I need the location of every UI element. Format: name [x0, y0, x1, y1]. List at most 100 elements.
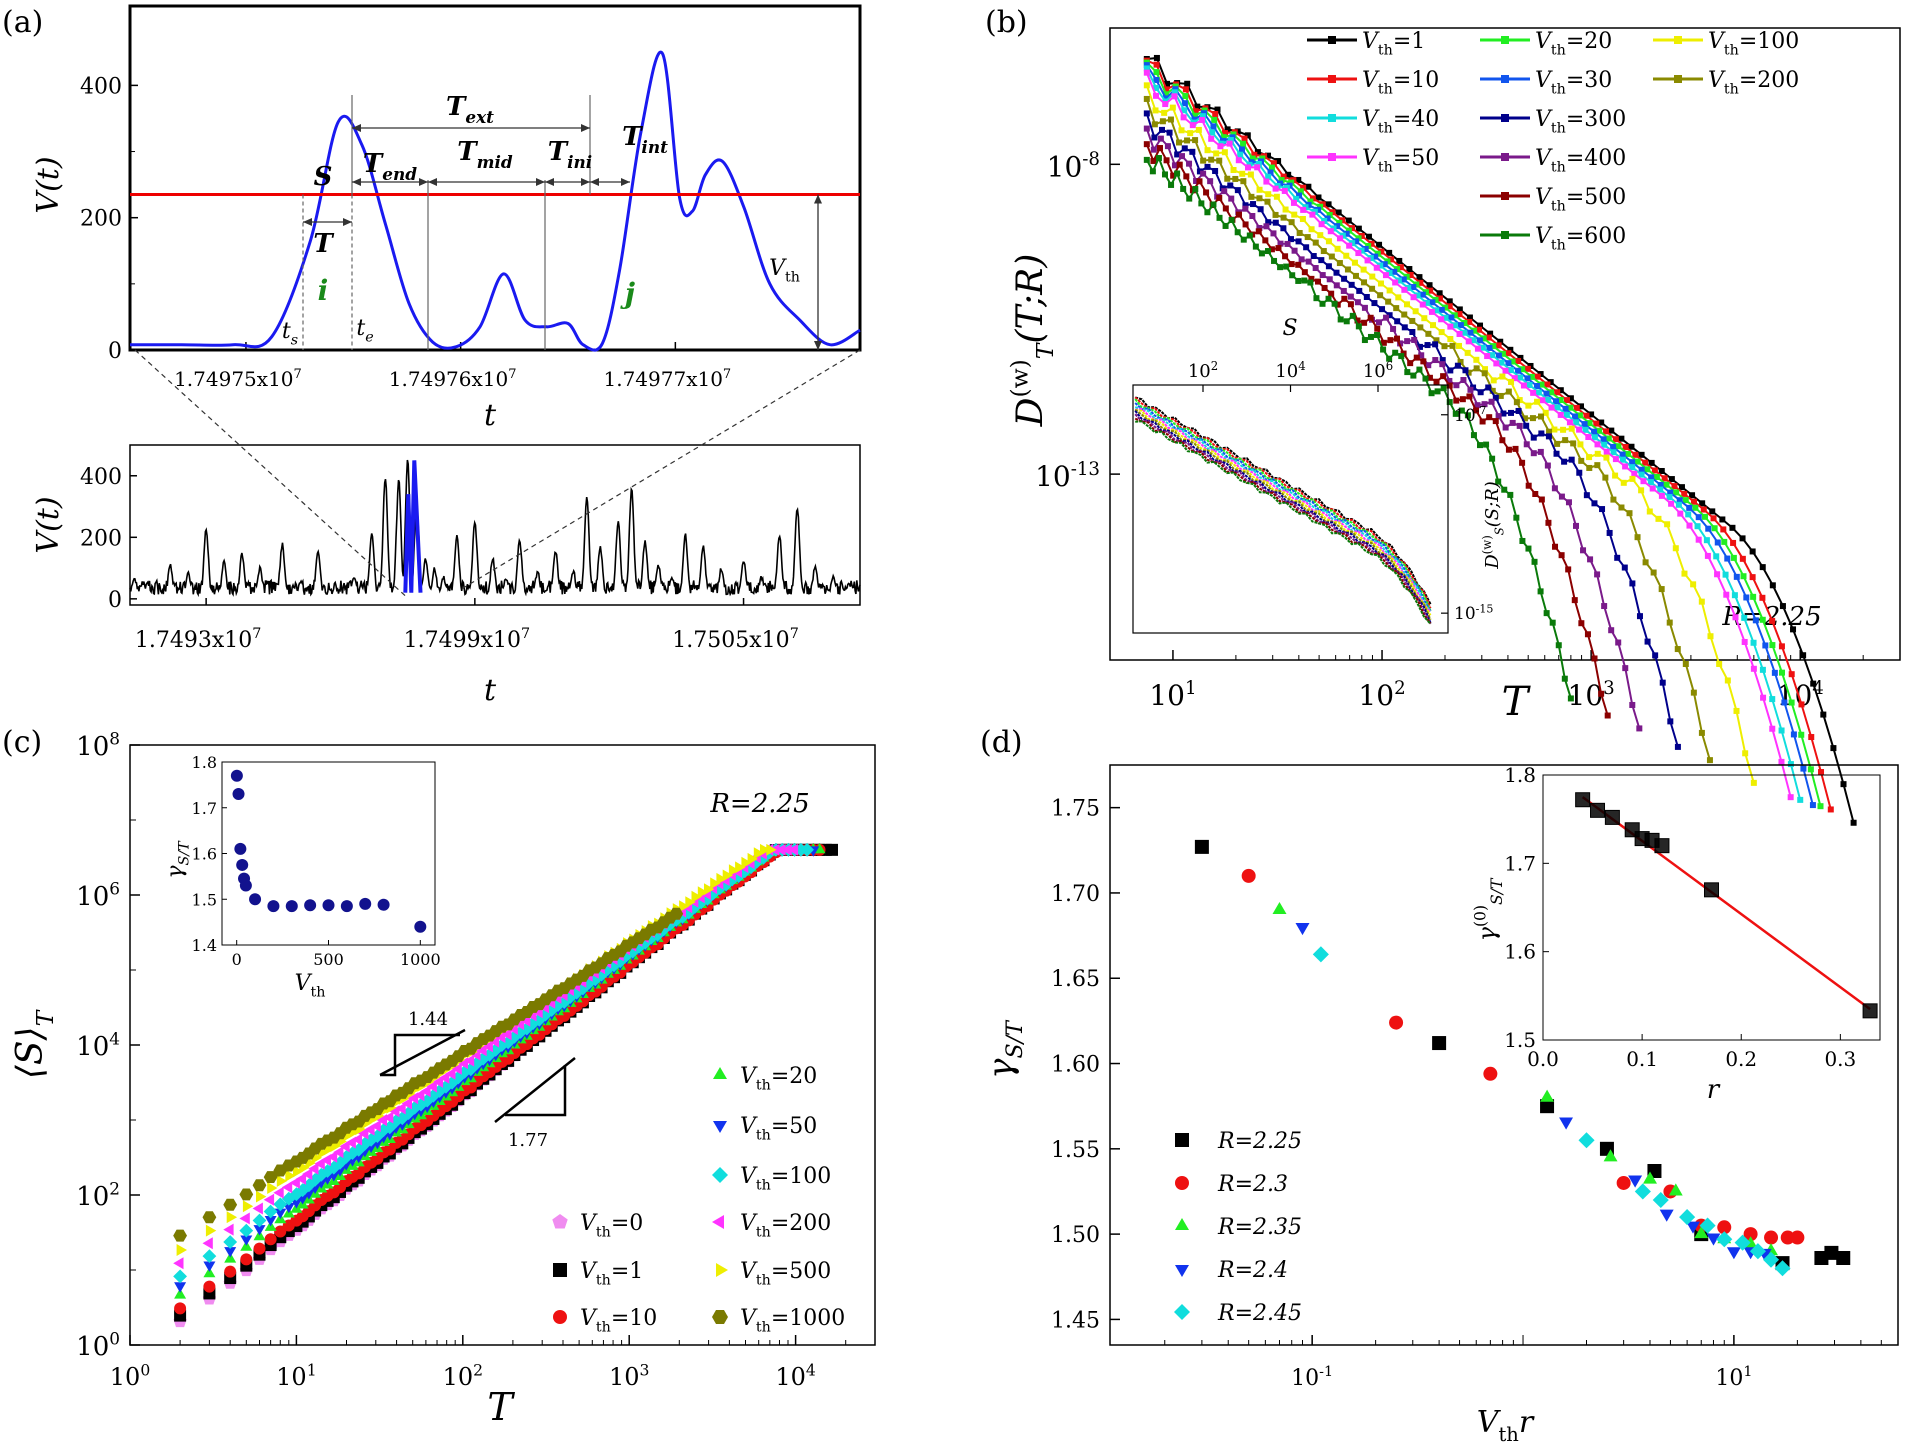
- d-marker: [1699, 1217, 1716, 1234]
- b-series-point: [1610, 449, 1617, 456]
- b-series-point: [1227, 137, 1234, 144]
- b-series-point: [1555, 642, 1562, 649]
- d-marker: [1241, 868, 1256, 883]
- b-series-point: [1438, 329, 1445, 336]
- b-series-point: [1544, 462, 1551, 469]
- b-series-point: [1433, 337, 1440, 344]
- b-series-point: [1480, 335, 1487, 342]
- b-series-point: [1663, 481, 1670, 488]
- c-slope-hyp-lower: [494, 1057, 576, 1123]
- a-top-xtick-label: 1.74976x107: [389, 367, 517, 391]
- b-series-point: [1557, 411, 1564, 418]
- b-series-point: [1850, 819, 1857, 826]
- b-frame: [1109, 27, 1901, 661]
- b-series-point: [1200, 157, 1207, 164]
- b-series-point: [1181, 100, 1188, 107]
- b-series-point: [1282, 253, 1289, 260]
- b-series-10: [1143, 141, 1611, 719]
- b-series-point: [1180, 114, 1187, 121]
- b-series-point: [1640, 478, 1647, 485]
- b-inset-series-line: [1134, 396, 1432, 605]
- d-marker: [1634, 1183, 1651, 1200]
- b-series-point: [1324, 215, 1331, 222]
- d-inset-point: [1654, 838, 1670, 854]
- b-series-point: [1169, 104, 1176, 111]
- b-series-point: [1150, 146, 1157, 153]
- b-series-point: [1171, 162, 1178, 169]
- b-series-point: [1558, 493, 1565, 500]
- b-series-point: [1546, 428, 1553, 435]
- b-legend-label-part: V: [1535, 224, 1553, 249]
- b-series-point: [1672, 545, 1679, 552]
- a-T-arrow-head: [343, 218, 352, 226]
- b-series-point: [1820, 711, 1827, 718]
- b-series-point: [1349, 225, 1356, 232]
- b-series-point: [1300, 184, 1307, 191]
- c-inset-point: [304, 899, 317, 912]
- c-marker: [224, 1265, 237, 1278]
- c-marker: [482, 1040, 493, 1053]
- b-series-point: [1733, 573, 1740, 580]
- b-series-point: [1373, 264, 1380, 271]
- b-series-point: [1566, 419, 1573, 426]
- c-xtick-label-part: 2: [473, 1361, 483, 1379]
- b-series-point: [1143, 110, 1150, 117]
- b-inset-xtick-label: 106: [1363, 359, 1393, 382]
- c-R-label: R=2.25: [709, 789, 809, 819]
- a-label-Tint-part: int: [641, 137, 668, 157]
- d-marker: [1763, 1251, 1780, 1268]
- b-series-point: [1840, 781, 1847, 788]
- b-series-point: [1263, 223, 1270, 230]
- c-marker: [716, 872, 727, 885]
- c-marker: [426, 1080, 437, 1093]
- a-label-te-part: e: [365, 330, 373, 346]
- b-series-point: [1481, 401, 1488, 408]
- c-marker: [264, 1233, 277, 1246]
- b-series-point: [1192, 185, 1199, 192]
- c-marker: [351, 1143, 366, 1157]
- d-legend-label-part: R=2.45: [1217, 1301, 1302, 1326]
- b-series-point: [1208, 156, 1215, 163]
- b-series-point: [1650, 569, 1657, 576]
- b-series-point: [1189, 122, 1196, 129]
- c-legend-entry: Vth=1000: [712, 1306, 845, 1336]
- b-series-point: [1410, 284, 1417, 291]
- b-series-point: [1596, 427, 1603, 434]
- b-series-point: [1153, 84, 1160, 91]
- b-inset-xtick-label-part: 10: [1188, 361, 1211, 382]
- b-legend-label: Vth=40: [1362, 107, 1439, 137]
- b-series-point: [1515, 407, 1522, 414]
- b-series-point: [1531, 558, 1538, 565]
- c-marker: [439, 1071, 450, 1084]
- b-series-point: [1303, 244, 1310, 251]
- d-marker: [1764, 1230, 1779, 1245]
- b-series-point: [1642, 459, 1649, 466]
- b-series-point: [1416, 366, 1423, 373]
- b-series-point: [1603, 448, 1610, 455]
- b-series-point: [1347, 301, 1354, 308]
- b-series-point: [1549, 619, 1556, 626]
- c-ytick-label-part: 4: [109, 1029, 120, 1049]
- b-series-1: [1143, 57, 1834, 813]
- b-series-point: [1629, 464, 1636, 471]
- b-series-point: [1143, 82, 1150, 89]
- a-bottom-xlabel: t: [484, 673, 497, 708]
- c-inset-xtick-label: 500: [313, 950, 344, 969]
- b-series-point: [1343, 318, 1350, 325]
- b-series-point: [1649, 485, 1656, 492]
- b-legend-label-part: =100: [1739, 29, 1799, 54]
- b-series-point: [1594, 571, 1601, 578]
- c-marker: [253, 1242, 266, 1255]
- c-marker: [370, 1129, 385, 1143]
- b-series-point: [1334, 301, 1341, 308]
- d-legend-label-part: R=2.35: [1217, 1215, 1302, 1240]
- b-legend-marker: [1674, 36, 1682, 44]
- b-series-point: [1489, 455, 1496, 462]
- b-series-point: [1386, 249, 1393, 256]
- b-legend-label-part: th: [1551, 121, 1566, 137]
- c-ytick-label-part: 10: [76, 732, 109, 762]
- b-inset-ytick-label: 10-15: [1454, 602, 1493, 624]
- d-inset-point: [1575, 792, 1591, 808]
- c-xtick-label-part: 1: [307, 1361, 317, 1379]
- c-marker: [333, 1155, 347, 1170]
